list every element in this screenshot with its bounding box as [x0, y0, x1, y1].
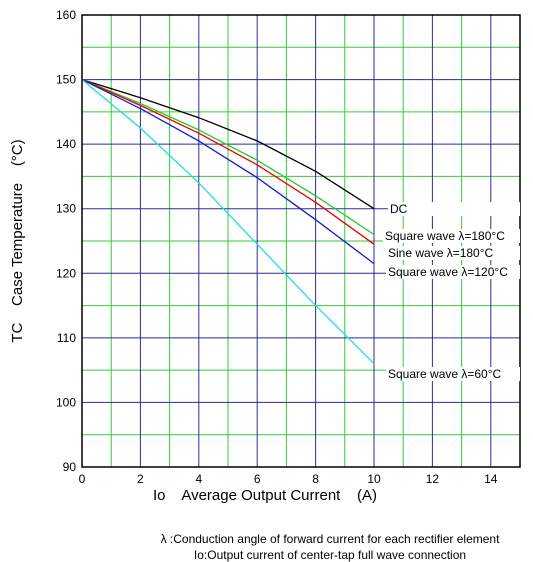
y-tick-labels: 90 100 110 120 130 140 150 160	[56, 8, 76, 474]
x-tick-labels: 0 2 4 6 8 10 12 14	[79, 472, 498, 486]
x-tick-label: 12	[426, 472, 440, 486]
series-labels: DC Square wave λ=180°C Sine wave λ=180°C Sq…	[383, 202, 520, 381]
series-line	[81, 79, 375, 265]
series-label: Square wave λ=60°C	[388, 367, 502, 381]
y-tick-label: 150	[56, 73, 76, 87]
footnote-lambda: λ :Conduction angle of forward current f…	[160, 532, 500, 546]
chart: 0 2 4 6 8 10 12 14 90 100 110 120 130 140 150 160 DC Sq…	[9, 8, 521, 504]
x-tick-label: 10	[367, 472, 381, 486]
x-tick-label: 6	[254, 472, 261, 486]
x-tick-label: 14	[484, 472, 498, 486]
series-line	[81, 79, 375, 365]
series-label: DC	[390, 202, 408, 216]
x-tick-label: 8	[312, 472, 319, 486]
footnote-io: Io:Output current of center-tap full wav…	[193, 548, 467, 562]
x-tick-label: 0	[79, 472, 86, 486]
y-tick-label: 120	[56, 266, 76, 280]
y-axis-label: TC Case Temperature (°C)	[9, 139, 26, 342]
series-lines	[81, 78, 375, 365]
series-label: Square wave λ=180°C	[385, 229, 505, 243]
series-line	[81, 79, 375, 245]
series-line	[81, 78, 375, 236]
series-line	[81, 78, 375, 210]
x-tick-label: 2	[137, 472, 144, 486]
series-label-bg	[388, 202, 520, 216]
x-tick-label: 4	[195, 472, 202, 486]
series-label-bg	[386, 246, 520, 260]
y-tick-label: 130	[56, 202, 76, 216]
series-label-bg	[386, 265, 520, 279]
series-label-bg	[383, 229, 520, 243]
series-label-bg	[386, 367, 520, 381]
y-tick-label: 160	[56, 8, 76, 22]
y-tick-label: 110	[57, 331, 76, 345]
series-label: Square wave λ=120°C	[388, 265, 508, 279]
y-tick-label: 140	[56, 137, 76, 151]
y-tick-label: 90	[63, 460, 77, 474]
series-label: Sine wave λ=180°C	[388, 246, 494, 260]
y-tick-label: 100	[56, 395, 76, 409]
x-axis-label: Io Average Output Current (A)	[153, 487, 377, 504]
